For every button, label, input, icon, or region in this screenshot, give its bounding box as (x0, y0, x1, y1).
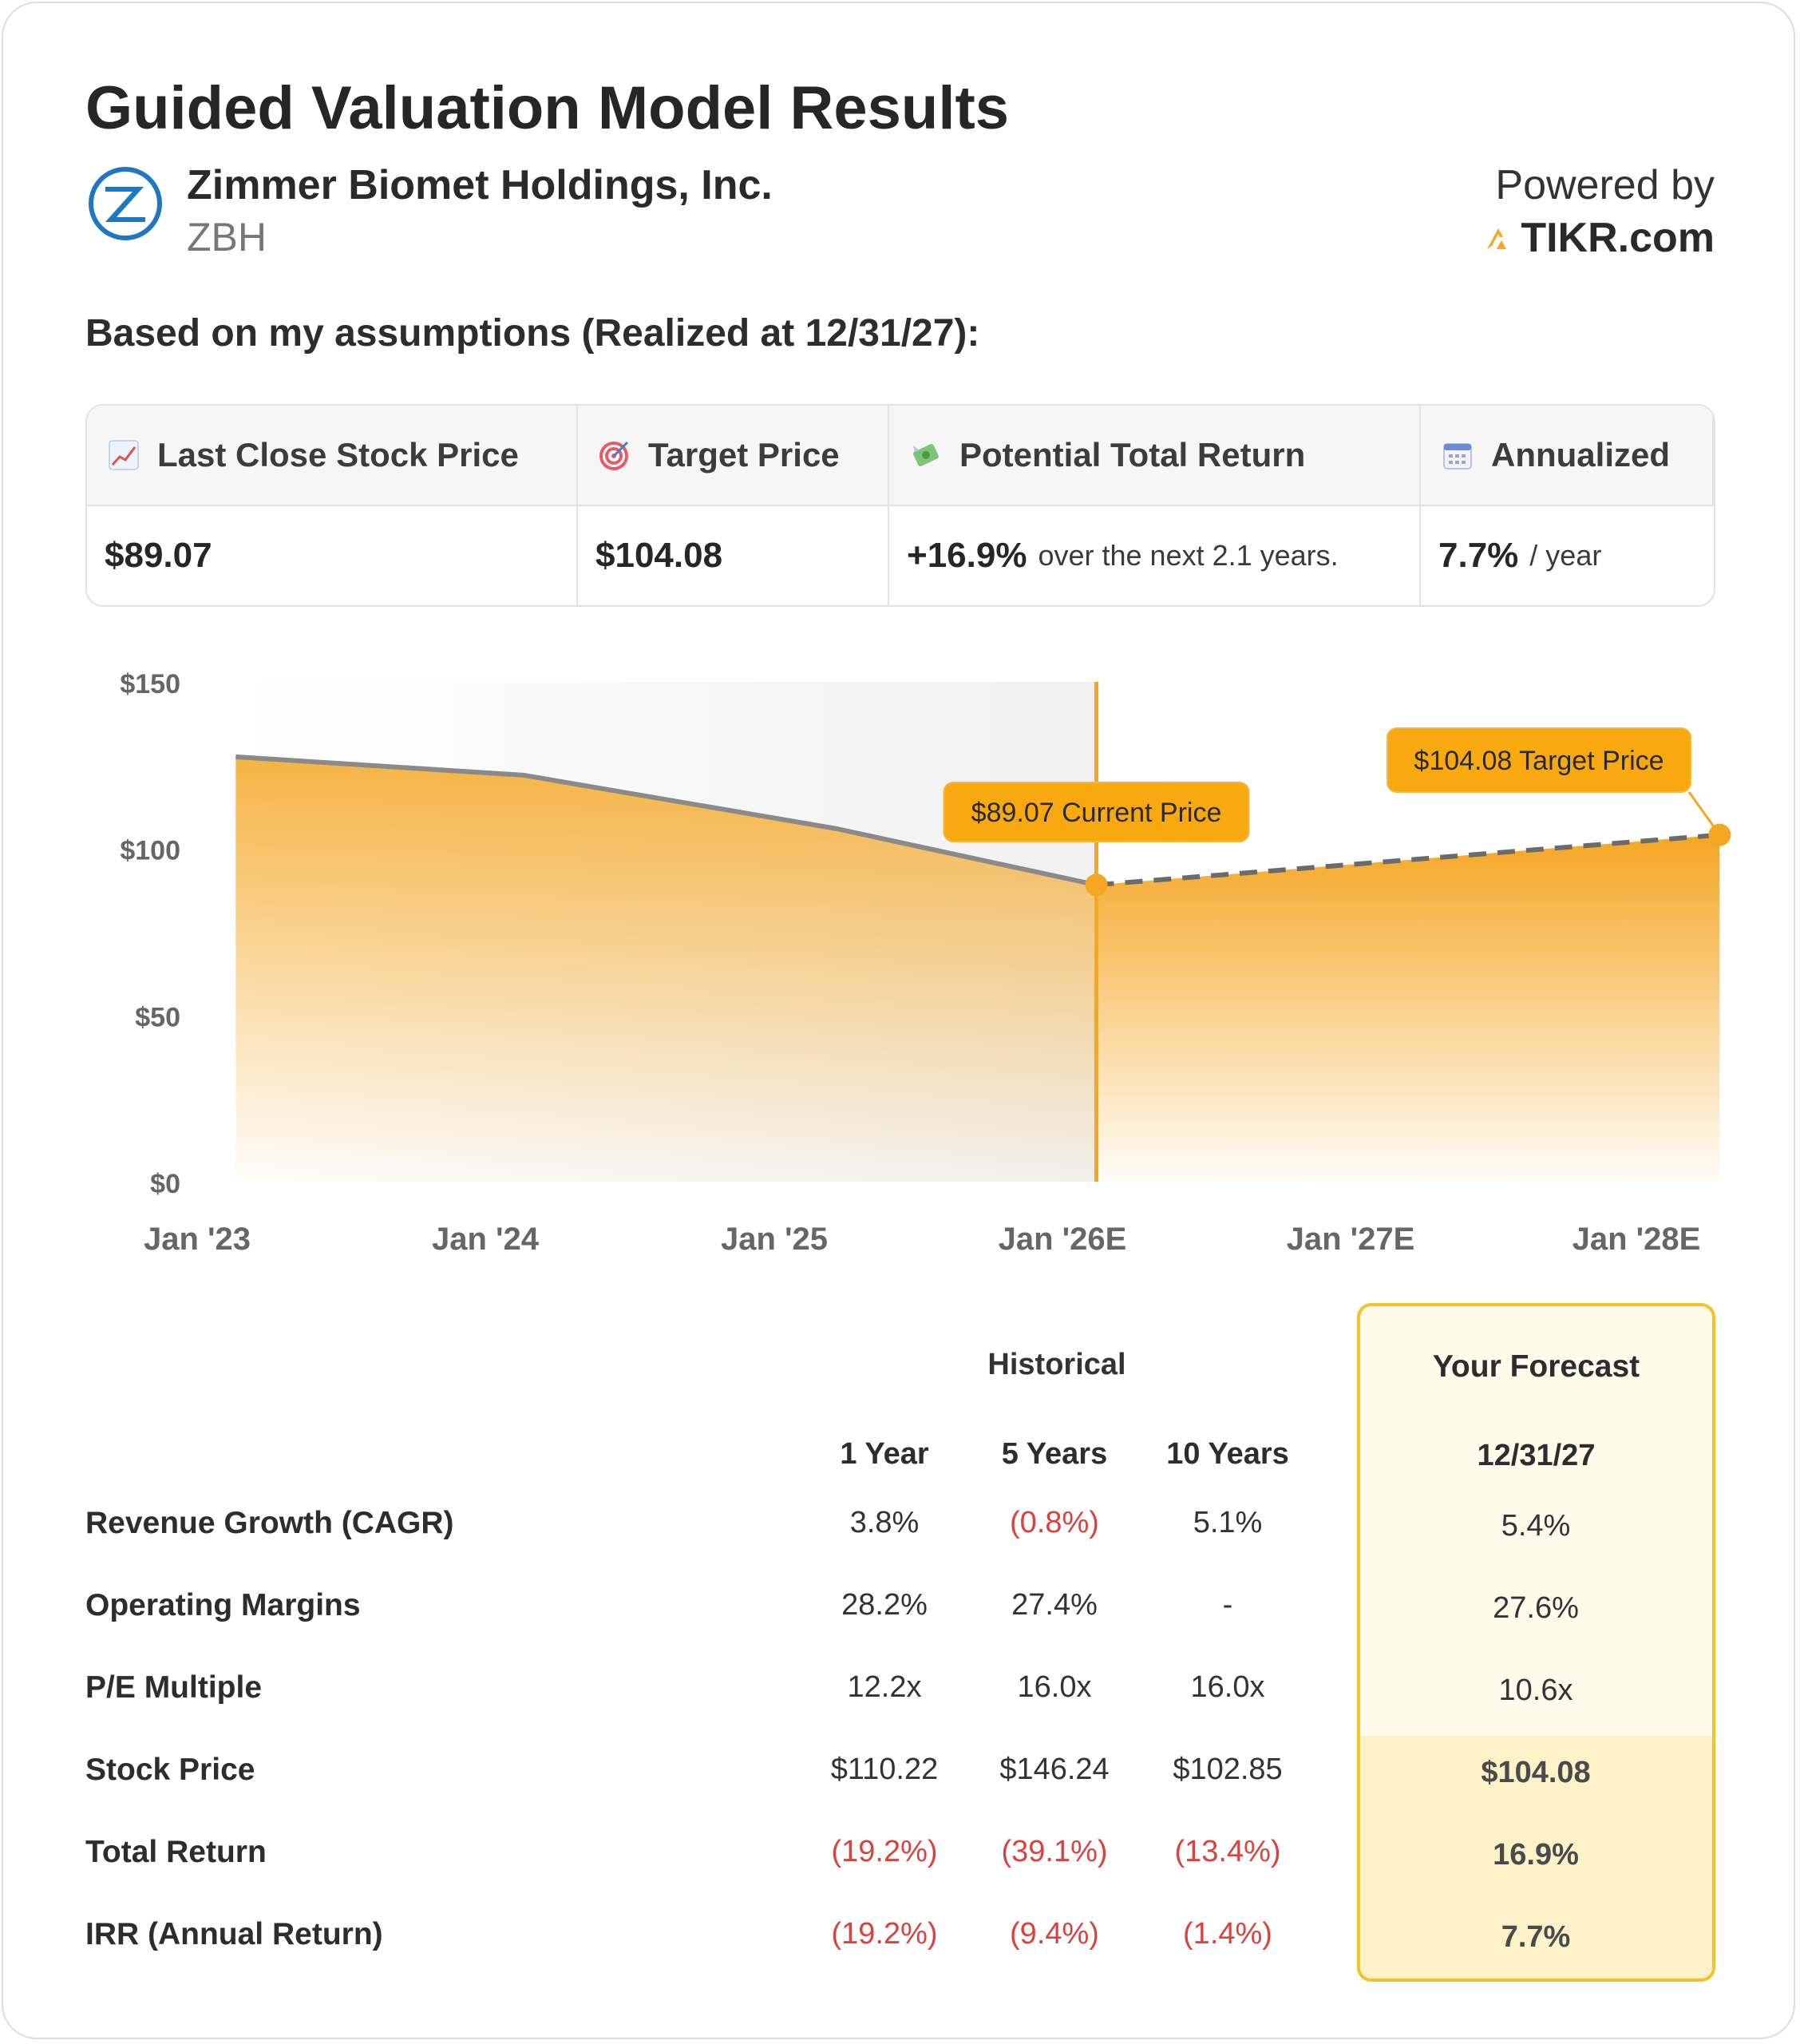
table-cell: (0.8%) (1010, 1506, 1099, 1539)
return-label: Potential Total Return (959, 436, 1306, 473)
table-cell: 3.8% (849, 1506, 920, 1539)
target-price-callout-marker (1708, 823, 1731, 846)
table-cell: 12.2x (847, 1670, 922, 1704)
annualized-value-cell: 7.7% / year (1421, 506, 1714, 605)
forecast-line (1096, 832, 1720, 888)
table-cell: (19.2%) (831, 1917, 938, 1951)
table-cell: (13.4%) (1174, 1835, 1281, 1868)
table-cell: - (1222, 1588, 1233, 1622)
company-logo (89, 167, 162, 240)
forecast-panel-highlight (1360, 1736, 1712, 1979)
company-name: Zimmer Biomet Holdings, Inc. (187, 162, 773, 208)
tikr-logo-icon (1487, 228, 1507, 249)
historical-line (235, 754, 1098, 888)
forecast-cell: 5.4% (1501, 1509, 1571, 1543)
x-tick-label: Jan '24 (432, 1222, 540, 1257)
table-cell: (9.4%) (1010, 1917, 1099, 1951)
row-label: Revenue Growth (CAGR) (85, 1506, 454, 1540)
last-close-header: Last Close Stock Price (87, 406, 578, 506)
table-cell: $146.24 (999, 1753, 1110, 1786)
column-header: 10 Years (1166, 1437, 1289, 1471)
table-cell: 27.4% (1011, 1588, 1098, 1622)
return-suffix: over the next 2.1 years. (1038, 539, 1339, 572)
annualized-value: 7.7% (1438, 536, 1519, 575)
table-cell: 5.1% (1193, 1506, 1263, 1539)
return-value: +16.9% (907, 536, 1027, 575)
table-cell: 28.2% (841, 1588, 928, 1622)
table-cell: (1.4%) (1183, 1917, 1272, 1951)
page-title: Guided Valuation Model Results (85, 74, 1010, 142)
historical-area (235, 756, 1097, 1182)
column-header: 1 Year (840, 1437, 929, 1471)
target-label: Target Price (648, 436, 840, 473)
x-tick-label: Jan '25 (721, 1222, 828, 1257)
forecast-cell: 27.6% (1493, 1591, 1579, 1625)
forecast-cell: 7.7% (1501, 1920, 1571, 1954)
forecast-panel (1357, 1303, 1715, 1982)
forecast-header: Your Forecast (1432, 1349, 1640, 1384)
assumptions-heading: Based on my assumptions (Realized at 12/… (85, 312, 980, 355)
y-tick-label: $100 (120, 836, 180, 866)
forecast-cell: $104.08 (1481, 1756, 1591, 1789)
x-tick-label: Jan '27E (1287, 1222, 1415, 1257)
row-label: Stock Price (85, 1753, 255, 1787)
return-value-cell: +16.9% over the next 2.1 years. (889, 506, 1421, 605)
ticker-symbol: ZBH (187, 215, 267, 259)
current-price-callout-label: $89.07 Current Price (971, 798, 1222, 828)
y-tick-label: $150 (120, 669, 180, 699)
historical-header: Historical (987, 1348, 1126, 1381)
forecast-cell: 10.6x (1498, 1674, 1573, 1707)
table-cell: (19.2%) (831, 1835, 938, 1868)
current-price-callout-marker (1085, 873, 1108, 897)
annualized-suffix: / year (1529, 539, 1602, 572)
current-price-callout-box (943, 782, 1250, 842)
target-icon (599, 441, 629, 470)
forecast-cell: 16.9% (1493, 1838, 1579, 1872)
target-price-callout-label: $104.08 Target Price (1414, 746, 1664, 776)
target-price-callout-box (1387, 727, 1691, 793)
table-cell: (39.1%) (1001, 1835, 1108, 1868)
money-wings-icon (913, 444, 939, 466)
target-header: Target Price (578, 406, 889, 506)
row-label: Operating Margins (85, 1588, 361, 1622)
y-tick-label: $0 (150, 1169, 180, 1199)
column-header: 5 Years (1001, 1437, 1108, 1471)
forecast-area (1096, 834, 1720, 1182)
x-tick-label: Jan '26E (999, 1222, 1127, 1257)
calendar-icon (1443, 443, 1472, 469)
price-chart: $150 $100 $50 $0 Jan '23 Jan '24 Jan '25 Jan '2… (120, 669, 1731, 1257)
y-tick-label: $50 (135, 1002, 180, 1032)
table-cell: $102.85 (1173, 1753, 1283, 1786)
annualized-label: Annualized (1491, 436, 1671, 473)
annualized-header: Annualized (1421, 406, 1714, 506)
return-header: Potential Total Return (889, 406, 1421, 506)
forecast-date-header: 12/31/27 (1477, 1439, 1596, 1472)
table-cell: 16.0x (1190, 1670, 1265, 1704)
x-tick-label: Jan '28E (1573, 1222, 1701, 1257)
row-label: P/E Multiple (85, 1670, 263, 1705)
target-value: $104.08 (578, 506, 889, 605)
chart-up-icon (109, 440, 139, 470)
summary-table: Last Close Stock Price Target Price Pote… (85, 404, 1715, 607)
tikr-brand[interactable]: TIKR.com (1485, 214, 1715, 262)
last-close-label: Last Close Stock Price (157, 436, 519, 473)
x-tick-label: Jan '23 (144, 1222, 251, 1257)
last-close-value: $89.07 (87, 506, 578, 605)
tikr-brand-label: TIKR.com (1521, 215, 1715, 261)
table-cell: 16.0x (1017, 1670, 1092, 1704)
row-label: IRR (Annual Return) (85, 1917, 383, 1951)
powered-by-label: Powered by (1495, 162, 1715, 208)
row-label: Total Return (85, 1835, 267, 1869)
table-cell: $110.22 (830, 1753, 939, 1786)
